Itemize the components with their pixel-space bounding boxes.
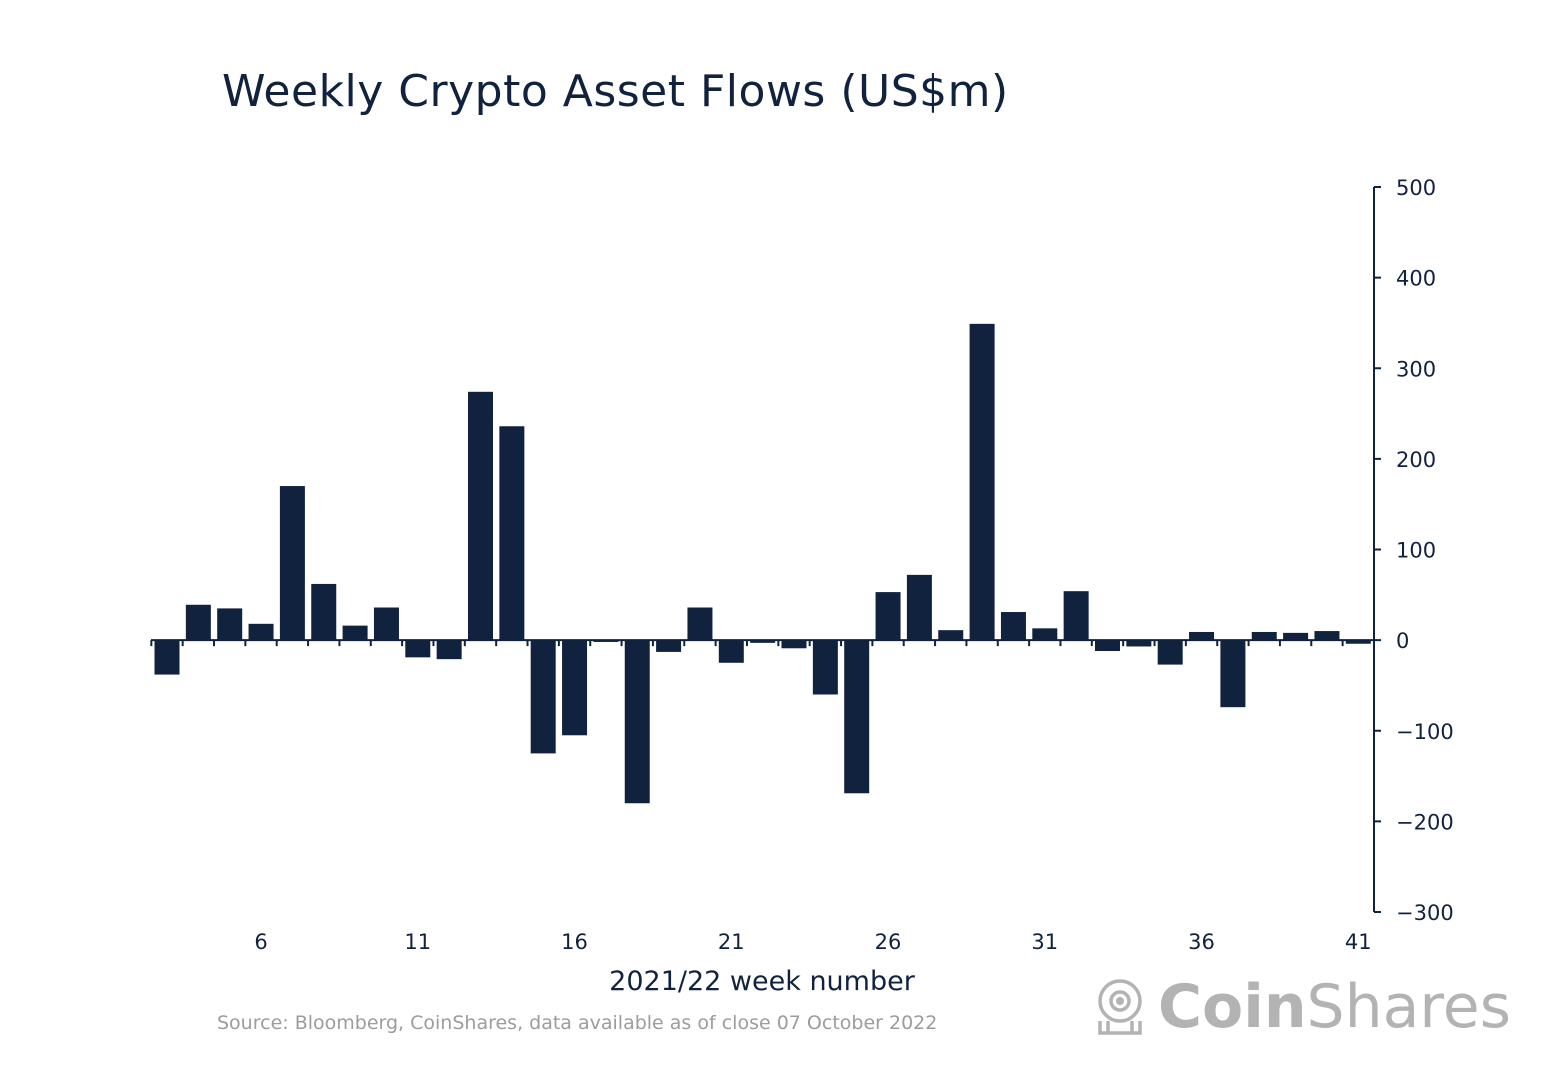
bar-week-39 [1283,632,1309,641]
logo-wordmark: CoinShares [1158,975,1511,1039]
x-tick-label-31: 31 [1031,930,1058,954]
bar-week-10 [373,607,399,641]
x-tick-label-11: 11 [404,930,431,954]
y-tick-label: 500 [1396,176,1436,200]
x-tick-label-36: 36 [1188,930,1215,954]
bar-week-29 [969,323,995,641]
bar-week-31 [1032,628,1058,641]
bar-week-20 [687,607,713,641]
bar-week-41 [1345,640,1371,644]
bar-week-28 [938,630,964,641]
bar-week-34 [1126,640,1152,647]
bar-week-40 [1314,631,1340,641]
bar-week-38 [1251,631,1277,641]
x-axis-title: 2021/22 week number [609,966,916,997]
x-tick-label-41: 41 [1345,930,1372,954]
bar-week-18 [624,640,650,804]
bar-week-11 [405,640,431,658]
y-tick-label: −100 [1396,720,1454,744]
bar-week-7 [279,486,305,641]
bar-week-16 [562,640,588,736]
bar-week-6 [248,623,274,641]
bar-week-30 [1000,612,1026,641]
y-tick-label: 0 [1396,629,1409,653]
bar-week-21 [718,640,744,663]
bar-week-23 [781,640,807,649]
bar-week-35 [1157,640,1183,665]
x-tick-label-21: 21 [718,930,745,954]
bar-week-8 [311,583,337,641]
bar-week-36 [1189,631,1215,641]
bar-week-27 [906,574,932,641]
bars-group [154,323,1371,804]
bar-week-26 [875,592,901,641]
bar-week-4 [185,604,211,641]
bar-week-9 [342,625,368,641]
bar-week-19 [656,640,682,652]
x-tick-label-6: 6 [254,930,267,954]
coinshares-logo: CoinShares [1094,975,1511,1039]
bar-week-14 [499,426,525,641]
bar-week-13 [468,391,493,641]
chart-title: Weekly Crypto Asset Flows (US$m) [222,66,1009,117]
bar-week-3 [154,640,180,675]
logo-wordmark-shares: Shares [1306,972,1511,1042]
bar-week-25 [844,640,870,794]
logo-wordmark-coin: Coin [1158,972,1307,1042]
x-tick-label-16: 16 [561,930,588,954]
y-tick-label: 400 [1396,267,1436,291]
y-tick-label: 300 [1396,357,1436,381]
bar-week-24 [812,640,838,695]
y-tick-label: 200 [1396,448,1436,472]
bar-week-15 [530,640,556,754]
x-tick-label-26: 26 [875,930,902,954]
bar-week-5 [217,608,243,641]
bar-week-32 [1063,591,1089,641]
y-tick-label: 100 [1396,539,1436,563]
bar-week-22 [750,640,776,643]
x-ticks-group: 6 11 16 21 26 31 36 41 [150,640,1375,954]
bar-week-33 [1095,640,1120,651]
source-note: Source: Bloomberg, CoinShares, data avai… [217,1012,938,1034]
y-tick-label: −300 [1396,901,1454,925]
y-axis-group: 500 400 300 200 100 0 −100 −200 −300 [1373,176,1454,925]
y-tick-label: −200 [1396,810,1454,834]
coinshares-astronaut-icon [1098,979,1142,1035]
bar-week-12 [436,640,462,660]
bar-week-37 [1220,640,1246,708]
